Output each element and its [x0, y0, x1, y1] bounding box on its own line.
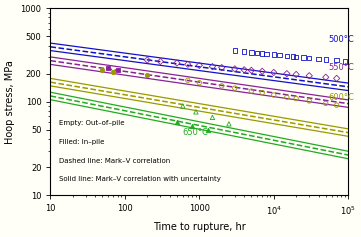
- Point: [205, 128, 211, 132]
- Point: [323, 58, 329, 61]
- Point: [323, 75, 329, 79]
- Y-axis label: Hoop stress, MPa: Hoop stress, MPa: [5, 60, 15, 144]
- Point: [241, 50, 247, 53]
- Point: [196, 81, 202, 85]
- Text: Dashed line: Mark–V correlation: Dashed line: Mark–V correlation: [59, 158, 171, 164]
- Point: [264, 52, 269, 56]
- Point: [277, 53, 283, 57]
- Point: [226, 122, 232, 126]
- Point: [232, 86, 238, 90]
- Point: [209, 65, 215, 68]
- Point: [196, 64, 202, 67]
- Point: [271, 93, 277, 97]
- Point: [248, 89, 254, 93]
- Point: [334, 103, 340, 107]
- Point: [144, 73, 150, 77]
- Point: [241, 68, 247, 72]
- Point: [144, 58, 150, 62]
- Point: [300, 56, 306, 59]
- X-axis label: Time to rupture, hr: Time to rupture, hr: [153, 222, 246, 232]
- Point: [232, 67, 238, 71]
- Point: [316, 57, 321, 61]
- Point: [248, 68, 254, 72]
- Point: [284, 72, 290, 76]
- Text: Solid line: Mark–V correlation with uncertainty: Solid line: Mark–V correlation with unce…: [59, 177, 221, 182]
- Point: [293, 73, 299, 76]
- Point: [271, 53, 277, 56]
- Point: [334, 58, 340, 62]
- Point: [174, 121, 180, 124]
- Point: [219, 66, 225, 69]
- Point: [189, 124, 195, 128]
- Point: [306, 99, 312, 103]
- Point: [306, 56, 312, 60]
- Point: [334, 77, 340, 80]
- Text: 650°C: 650°C: [183, 128, 209, 137]
- Point: [110, 70, 116, 73]
- Point: [248, 50, 254, 54]
- Text: 600°C: 600°C: [329, 93, 355, 102]
- Point: [284, 95, 290, 99]
- Point: [100, 68, 105, 72]
- Point: [105, 66, 111, 70]
- Point: [306, 74, 312, 78]
- Point: [185, 78, 191, 82]
- Text: Empty: Out–of–pile: Empty: Out–of–pile: [59, 120, 125, 126]
- Point: [293, 97, 299, 100]
- Point: [259, 69, 265, 73]
- Point: [284, 54, 290, 58]
- Point: [180, 104, 186, 108]
- Text: Filled: In–pile: Filled: In–pile: [59, 139, 105, 145]
- Point: [255, 51, 260, 55]
- Point: [157, 59, 163, 63]
- Text: 550°C: 550°C: [329, 64, 355, 73]
- Point: [209, 115, 215, 119]
- Text: 500°C: 500°C: [329, 35, 355, 44]
- Point: [290, 55, 296, 59]
- Point: [342, 59, 348, 63]
- Point: [293, 55, 299, 59]
- Point: [271, 71, 277, 74]
- Point: [185, 62, 191, 66]
- Point: [232, 49, 238, 52]
- Point: [323, 101, 329, 105]
- Point: [193, 110, 199, 114]
- Point: [259, 91, 265, 95]
- Point: [174, 61, 180, 65]
- Point: [259, 51, 265, 55]
- Point: [219, 84, 225, 88]
- Point: [115, 68, 121, 72]
